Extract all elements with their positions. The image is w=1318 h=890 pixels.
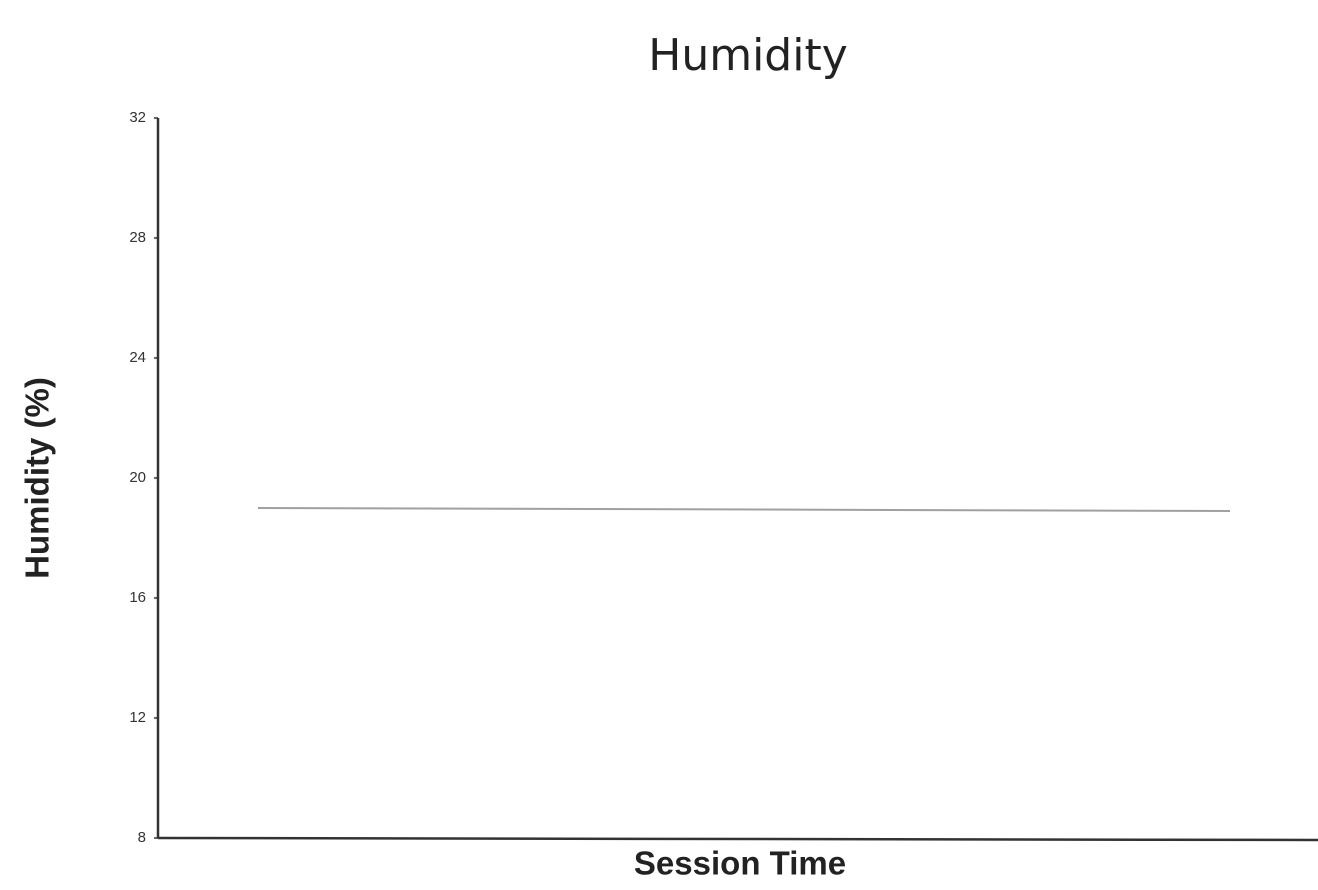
chart-title: Humidity xyxy=(648,30,848,81)
y-tick-label: 32 xyxy=(129,109,146,126)
y-tick-label: 20 xyxy=(129,469,146,486)
y-tick-label: 16 xyxy=(129,589,146,606)
y-tick-label: 8 xyxy=(138,829,146,846)
y-tick-label: 12 xyxy=(129,709,146,726)
line xyxy=(257,507,1231,512)
x-axis xyxy=(157,836,1318,842)
y-tick-label: 28 xyxy=(129,229,146,246)
y-tick-label: 24 xyxy=(129,349,146,366)
y-axis-label: Humidity (%) xyxy=(19,377,56,579)
x-axis-label: Session Time xyxy=(634,845,846,882)
